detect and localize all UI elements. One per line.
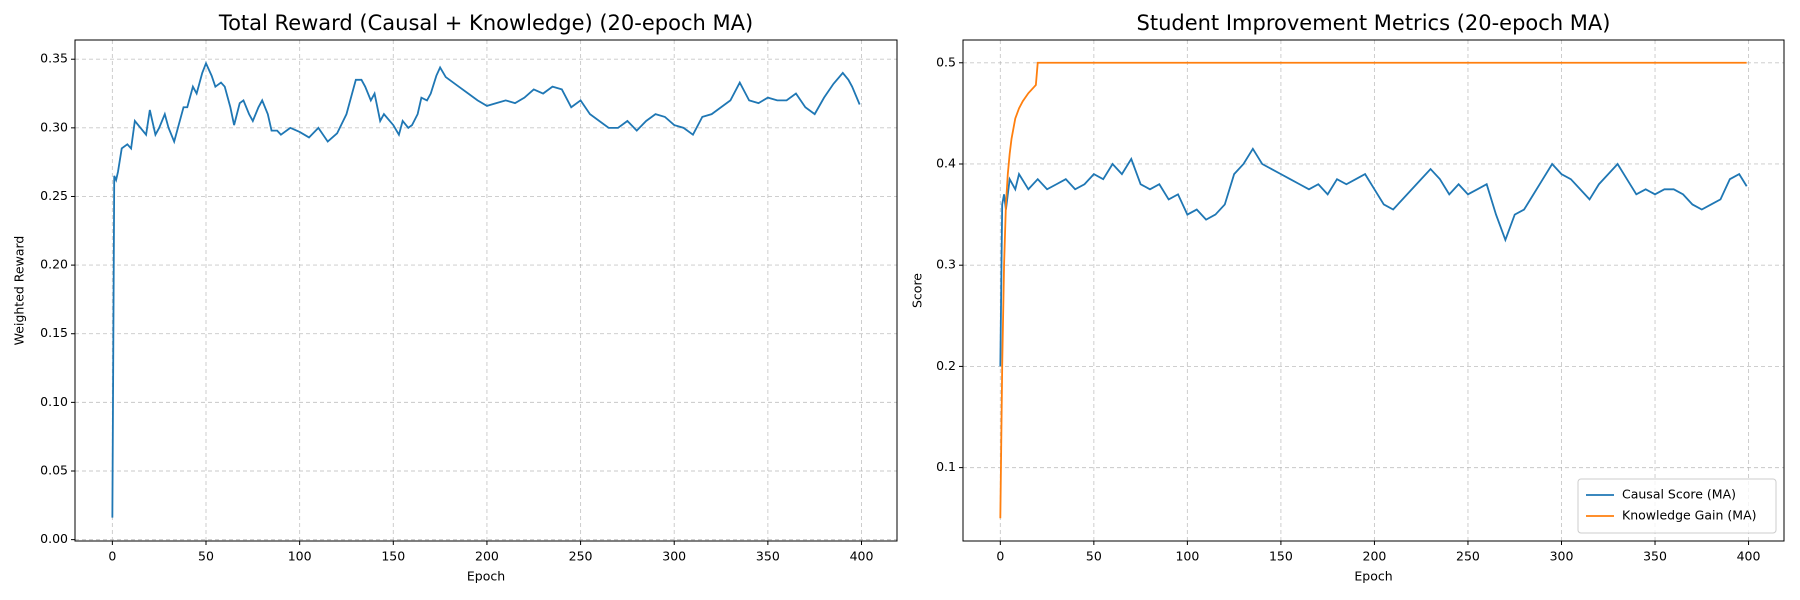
x-tick-label: 200 (475, 549, 499, 564)
x-tick-label: 300 (1550, 549, 1574, 564)
x-tick-label: 100 (288, 549, 312, 564)
y-axis-label: Score (910, 273, 925, 308)
x-tick-label: 250 (1456, 549, 1480, 564)
x-tick-label: 50 (1086, 549, 1102, 564)
x-tick-label: 0 (996, 549, 1004, 564)
subplot: Total Reward (Causal + Knowledge) (20-ep… (12, 11, 898, 584)
y-tick-label: 0.05 (40, 462, 68, 477)
data-line (999, 61, 1747, 519)
y-tick-label: 0.00 (40, 531, 68, 546)
y-tick-label: 0.20 (40, 257, 68, 272)
x-tick-label: 250 (569, 549, 593, 564)
x-tick-label: 0 (108, 549, 116, 564)
y-axis-label: Weighted Reward (12, 236, 27, 346)
x-tick-label: 300 (662, 549, 686, 564)
data-line (111, 61, 861, 518)
x-axis-label: Epoch (467, 569, 505, 584)
data-line (999, 147, 1748, 367)
y-tick-label: 0.25 (40, 188, 68, 203)
chart-title: Student Improvement Metrics (20-epoch MA… (1137, 11, 1611, 35)
y-tick-label: 0.4 (936, 155, 956, 170)
plot-frame (74, 39, 898, 542)
y-tick-label: 0.15 (40, 325, 68, 340)
chart-title: Total Reward (Causal + Knowledge) (20-ep… (218, 11, 753, 35)
y-tick-label: 0.30 (40, 119, 68, 134)
plot-frame (962, 39, 1785, 542)
legend-box (1577, 478, 1777, 534)
y-tick-label: 0.35 (40, 51, 68, 66)
y-tick-label: 0.10 (40, 394, 68, 409)
y-tick-label: 0.1 (936, 459, 956, 474)
x-tick-label: 150 (381, 549, 405, 564)
x-tick-label: 350 (1643, 549, 1667, 564)
x-tick-label: 150 (1269, 549, 1293, 564)
x-tick-label: 100 (1175, 549, 1199, 564)
x-tick-label: 400 (1737, 549, 1761, 564)
x-tick-label: 50 (198, 549, 214, 564)
legend-label: Causal Score (MA) (1622, 487, 1736, 502)
y-tick-label: 0.2 (936, 358, 956, 373)
subplot: Student Improvement Metrics (20-epoch MA… (910, 11, 1785, 584)
x-tick-label: 400 (850, 549, 874, 564)
x-tick-label: 200 (1363, 549, 1387, 564)
y-tick-label: 0.3 (936, 257, 956, 272)
y-tick-label: 0.5 (936, 54, 956, 69)
legend: Causal Score (MA) Knowledge Gain (MA) (1577, 478, 1777, 534)
x-tick-label: 350 (756, 549, 780, 564)
x-axis-label: Epoch (1354, 569, 1392, 584)
legend-label: Knowledge Gain (MA) (1622, 508, 1757, 523)
